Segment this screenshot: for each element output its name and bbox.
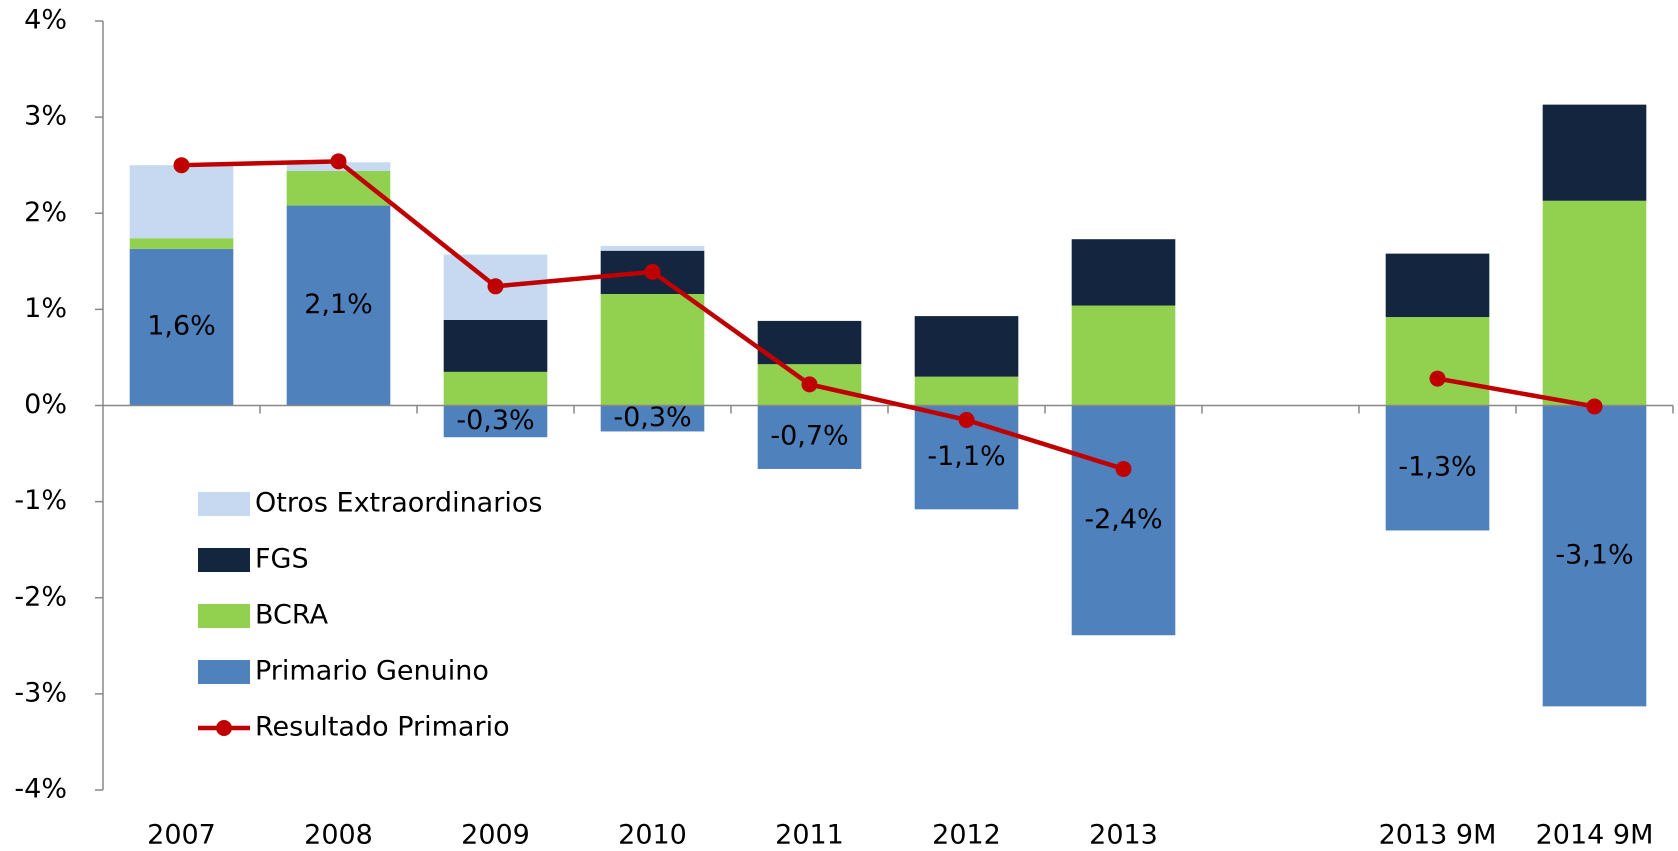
y-tick-label: 3% bbox=[24, 101, 67, 132]
bar-segment bbox=[286, 205, 391, 406]
data-label: -0,3% bbox=[456, 405, 534, 436]
legend-marker bbox=[216, 720, 232, 736]
x-tick-label: 2013 9M bbox=[1379, 820, 1497, 851]
bar-segment bbox=[129, 248, 234, 406]
bar-segment bbox=[1385, 405, 1490, 531]
bar-segment bbox=[1385, 317, 1490, 406]
y-tick-label: 0% bbox=[24, 389, 67, 420]
line-marker bbox=[487, 278, 504, 295]
x-tick-label: 2007 bbox=[147, 820, 216, 851]
legend-label: FGS bbox=[255, 544, 309, 575]
y-tick-label: -1% bbox=[14, 485, 67, 516]
bar-segment bbox=[914, 316, 1019, 377]
y-tick-label: 2% bbox=[24, 197, 67, 228]
bar-segment bbox=[600, 245, 705, 251]
x-tick-label: 2012 bbox=[932, 820, 1001, 851]
data-label: 1,6% bbox=[147, 311, 216, 342]
y-tick-label: -4% bbox=[14, 774, 67, 805]
bar-segment bbox=[600, 293, 705, 406]
legend-swatch bbox=[198, 604, 250, 628]
x-tick-label: 2009 bbox=[461, 820, 530, 851]
y-tick-label: -2% bbox=[14, 581, 67, 612]
bar-segment bbox=[1385, 253, 1490, 318]
bar-segment bbox=[757, 405, 862, 469]
bar-segment bbox=[1542, 104, 1647, 201]
bar-segment bbox=[129, 238, 234, 249]
line-marker bbox=[173, 157, 190, 174]
x-tick-label: 2008 bbox=[304, 820, 373, 851]
legend-label: BCRA bbox=[255, 600, 329, 631]
legend-label: Primario Genuino bbox=[255, 656, 489, 687]
line-series bbox=[1437, 376, 1595, 409]
bar-segment bbox=[129, 165, 234, 239]
x-tick-label: 2011 bbox=[775, 820, 844, 851]
bar-segment bbox=[1071, 239, 1176, 306]
y-tick-label: -3% bbox=[14, 677, 67, 708]
line-marker bbox=[644, 263, 661, 280]
bar-segment bbox=[443, 405, 548, 438]
y-tick-label: 4% bbox=[24, 5, 67, 36]
data-label: -0,7% bbox=[770, 421, 848, 452]
data-label: -1,1% bbox=[927, 441, 1005, 472]
line-marker bbox=[1429, 370, 1446, 387]
data-label: -1,3% bbox=[1398, 451, 1476, 482]
legend-label: Otros Extraordinarios bbox=[255, 488, 542, 519]
x-tick-label: 2013 bbox=[1089, 820, 1158, 851]
bar-segment bbox=[443, 319, 548, 372]
line-marker bbox=[1586, 398, 1603, 415]
data-label: -0,3% bbox=[613, 402, 691, 433]
line-marker bbox=[958, 411, 975, 428]
bar-segment bbox=[914, 376, 1019, 406]
bar-segment bbox=[1071, 305, 1176, 406]
bar-segment bbox=[443, 371, 548, 406]
data-label: -2,4% bbox=[1084, 504, 1162, 535]
data-label: -3,1% bbox=[1555, 539, 1633, 570]
bar-segment bbox=[1542, 405, 1647, 707]
x-tick-label: 2014 9M bbox=[1536, 820, 1654, 851]
line-marker bbox=[1115, 460, 1132, 477]
bar-segment bbox=[1071, 405, 1176, 636]
y-tick-label: 1% bbox=[24, 293, 67, 324]
bar-segment bbox=[1542, 200, 1647, 406]
legend-swatch bbox=[198, 660, 250, 684]
legend-swatch bbox=[198, 492, 250, 516]
legend-swatch bbox=[198, 548, 250, 572]
legend-label: Resultado Primario bbox=[255, 712, 510, 743]
x-tick-label: 2010 bbox=[618, 820, 687, 851]
line-marker bbox=[330, 153, 347, 170]
bar-segment bbox=[600, 405, 705, 432]
line-marker bbox=[801, 376, 818, 393]
data-label: 2,1% bbox=[304, 289, 373, 320]
